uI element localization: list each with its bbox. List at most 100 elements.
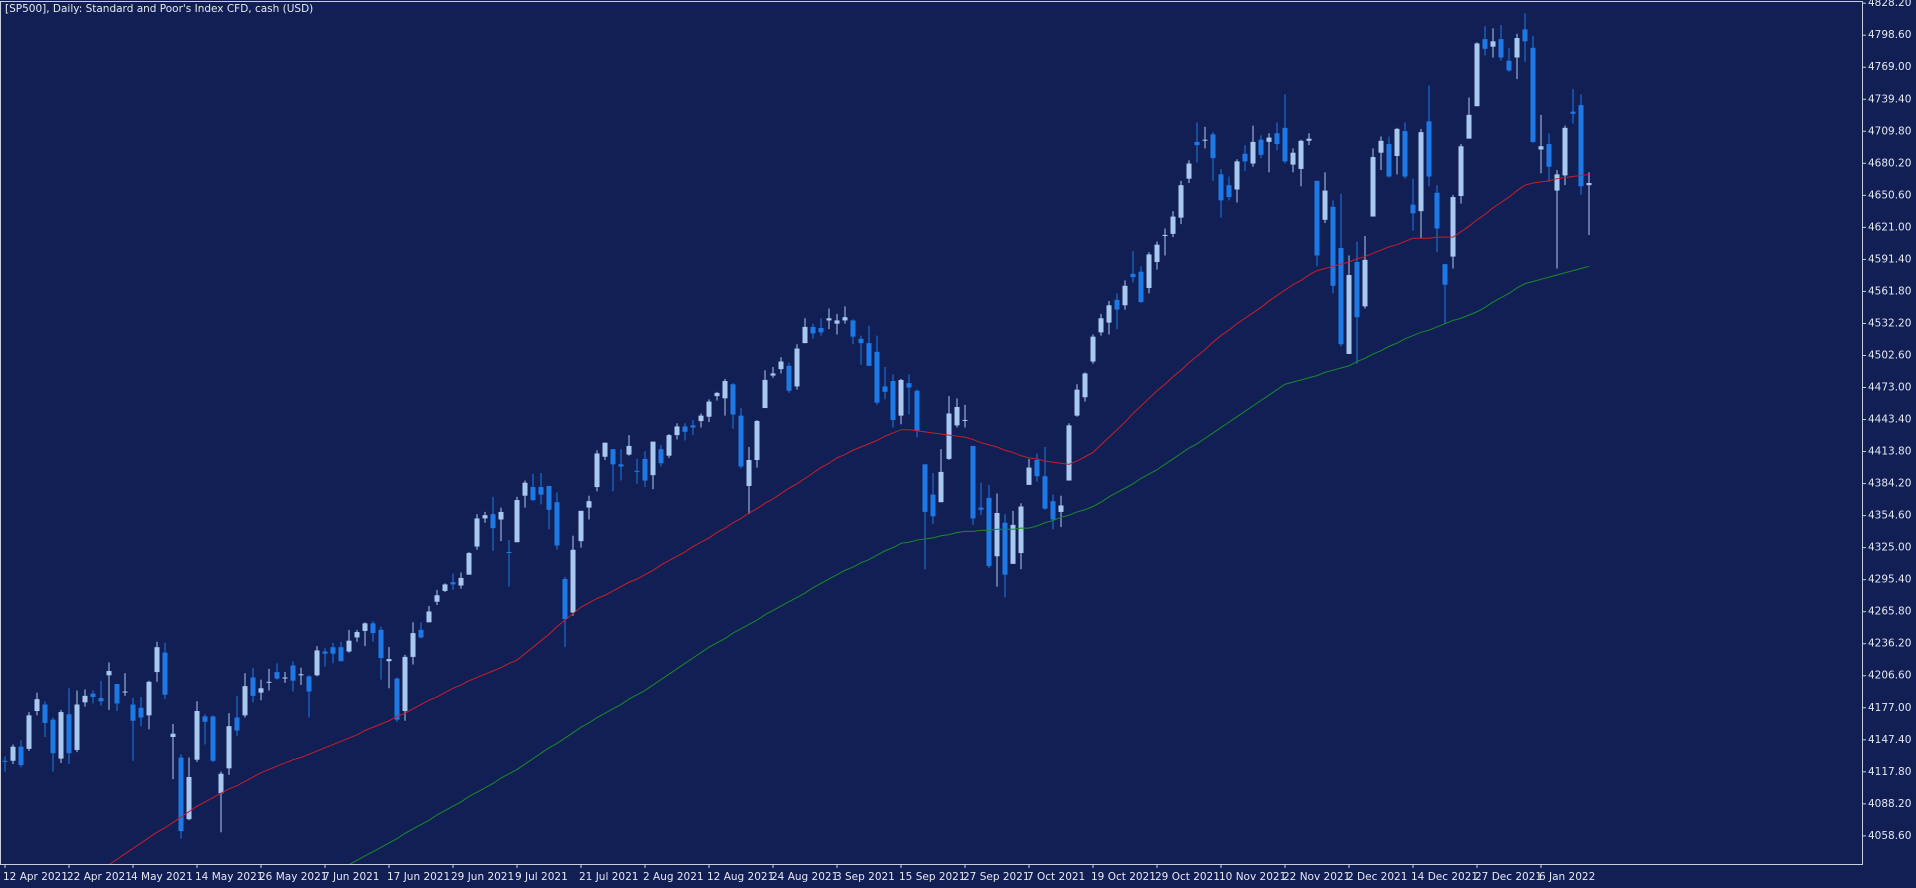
candle-body [1346, 274, 1352, 354]
x-tick-label: 7 Oct 2021 [1027, 871, 1085, 883]
candle-body [690, 425, 696, 428]
candle-body [106, 670, 112, 676]
candle-body [314, 650, 320, 676]
candle-body [698, 415, 704, 422]
candle-body [1354, 261, 1360, 318]
candle-body [26, 715, 32, 749]
candle-body [1506, 60, 1512, 71]
candle-body [1282, 127, 1288, 162]
candle-body [330, 647, 336, 654]
candle-body [522, 482, 528, 496]
candle-body [1562, 127, 1568, 176]
candle-body [1434, 192, 1440, 229]
candle-body [1450, 197, 1456, 257]
candle-body [1202, 139, 1208, 141]
candle-body [930, 494, 936, 517]
y-tick-label: 4473.00 [1868, 382, 1911, 394]
candle-body [1474, 43, 1480, 107]
candle-body [74, 704, 80, 750]
candle-body [874, 351, 880, 403]
candle-body [1338, 247, 1344, 345]
candle-body [1554, 174, 1560, 191]
candle-body [434, 595, 440, 602]
candle-body [1586, 183, 1592, 186]
candle-body [1226, 185, 1232, 198]
chart-title: [SP500], Daily: Standard and Poor's Inde… [5, 3, 313, 15]
candle-body [18, 746, 24, 766]
candle-body [626, 445, 632, 455]
candle-body [658, 449, 664, 464]
x-tick-label: 15 Sep 2021 [899, 871, 966, 883]
y-tick-label: 4621.00 [1868, 221, 1911, 233]
candle-body [746, 459, 752, 486]
candle-body [466, 553, 472, 575]
y-tick-label: 4443.40 [1868, 414, 1911, 426]
candle-body [538, 487, 544, 495]
candle-body [1130, 273, 1136, 278]
candle-body [506, 551, 512, 554]
y-tick-label: 4413.80 [1868, 446, 1911, 458]
candle-body [842, 317, 848, 321]
candle-body [778, 361, 784, 370]
y-tick-label: 4295.40 [1868, 574, 1911, 586]
candle-body [354, 632, 360, 638]
candle-body [2, 760, 8, 762]
candle-body [146, 681, 152, 716]
candle-body [1490, 41, 1496, 47]
candle-body [138, 707, 144, 718]
candle-body [1314, 180, 1320, 256]
candle-body [914, 390, 920, 431]
candle-body [1458, 146, 1464, 196]
candle-body [1106, 305, 1112, 323]
candle-body [858, 338, 864, 344]
candle-body [1578, 105, 1584, 187]
candle-body [218, 773, 224, 794]
y-tick-label: 4561.80 [1868, 285, 1911, 297]
candle-body [642, 458, 648, 481]
candle-body [994, 513, 1000, 557]
candle-body [1378, 140, 1384, 153]
candle-body [1466, 114, 1472, 139]
candle-body [922, 464, 928, 512]
y-tick-label: 4739.40 [1868, 93, 1911, 105]
y-tick-label: 4177.00 [1868, 702, 1911, 714]
candle-body [1098, 318, 1104, 333]
candle-body [730, 384, 736, 415]
candle-body [962, 419, 968, 421]
candle-body [1162, 234, 1168, 237]
x-tick-label: 6 Jan 2022 [1539, 871, 1595, 883]
candle-body [706, 401, 712, 417]
x-tick-label: 14 Dec 2021 [1411, 871, 1478, 883]
candle-body [10, 746, 16, 761]
candle-body [1210, 134, 1216, 159]
candle-body [1242, 153, 1248, 162]
candle-body [530, 487, 536, 501]
candle-body [450, 582, 456, 585]
x-tick-label: 22 Apr 2021 [67, 871, 132, 883]
candle-body [338, 647, 344, 662]
candle-body [954, 406, 960, 426]
y-tick-label: 4147.40 [1868, 734, 1911, 746]
candle-body [1426, 121, 1432, 177]
candle-body [1218, 174, 1224, 201]
candle-body [162, 652, 168, 695]
y-tick-label: 4354.60 [1868, 510, 1911, 522]
candle-body [1370, 157, 1376, 217]
candle-body [938, 471, 944, 503]
candle-body [1186, 163, 1192, 179]
candle-body [370, 623, 376, 634]
candle-body [514, 500, 520, 543]
x-tick-label: 17 Jun 2021 [387, 871, 450, 883]
x-tick-label: 29 Oct 2021 [1155, 871, 1220, 883]
candle-body [826, 318, 832, 321]
candle-body [1170, 216, 1176, 234]
x-tick-label: 27 Sep 2021 [963, 871, 1030, 883]
candle-body [154, 647, 160, 673]
x-tick-label: 14 May 2021 [195, 871, 263, 883]
y-tick-label: 4709.80 [1868, 125, 1911, 137]
candle-body [586, 501, 592, 508]
candle-body [1178, 185, 1184, 218]
candle-body [1034, 459, 1040, 477]
candle-body [298, 674, 304, 676]
candle-body [458, 577, 464, 586]
